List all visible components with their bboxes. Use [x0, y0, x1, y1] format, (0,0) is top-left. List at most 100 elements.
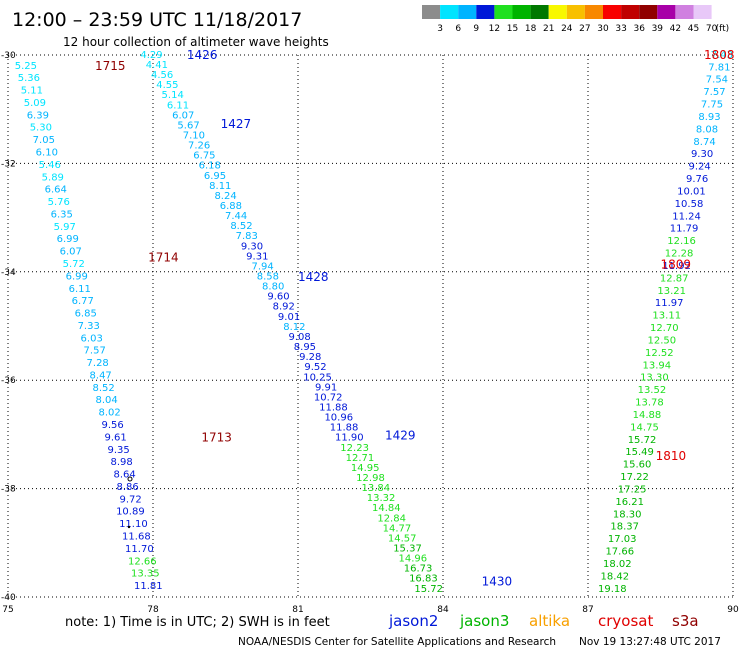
satellite-name-altika: altika	[529, 612, 570, 630]
legend-swatch	[584, 5, 603, 19]
wave-height-value: 12.84	[377, 513, 406, 524]
wave-height-value: 9.24	[688, 162, 710, 173]
wave-height-value: 11.92	[662, 261, 691, 272]
legend-swatch	[566, 5, 585, 19]
wave-height-value: 5.97	[54, 222, 76, 233]
legend-swatch	[603, 5, 622, 19]
wave-height-value: 13.84	[361, 483, 390, 494]
wave-height-value: 12.50	[647, 335, 676, 346]
wave-height-value: 11.70	[125, 544, 154, 555]
wave-height-value: 6.99	[66, 271, 88, 282]
wave-height-value: 9.60	[267, 292, 289, 303]
wave-height-value: 9.01	[278, 312, 300, 323]
satellite-name-s3a: s3a	[672, 612, 699, 630]
wave-height-value: 12.16	[667, 236, 696, 247]
wave-height-value: 4.29	[140, 50, 162, 61]
wave-height-value: 8.02	[99, 408, 121, 419]
longitude-tick-label: 75	[2, 605, 13, 615]
wave-height-value: 5.46	[39, 160, 61, 171]
legend-bin-label: 15	[507, 24, 518, 34]
latitude-tick-label: -30	[1, 51, 16, 61]
latitude-tick-label: -38	[1, 485, 16, 495]
legend-swatch	[675, 5, 694, 19]
wave-height-value: 8.12	[283, 322, 305, 333]
wave-height-value: 5.30	[30, 123, 52, 134]
wave-height-value: 9.91	[315, 382, 337, 393]
map-subtitle: 12 hour collection of altimeter wave hei…	[63, 35, 329, 49]
latitude-tick-label: -32	[1, 159, 16, 169]
wave-height-value: 11.79	[670, 224, 699, 235]
wave-height-value: 6.39	[27, 110, 49, 121]
wave-height-value: 8.95	[294, 342, 316, 353]
altimeter-tracks: 4.294.414.564.555.146.116.075.677.107.26…	[15, 50, 733, 595]
wave-height-value: 13.78	[635, 398, 664, 409]
wave-height-value: 5.76	[48, 197, 70, 208]
coastline-island-marker	[127, 476, 133, 482]
longitude-tick-label: 81	[292, 605, 303, 615]
wave-height-value: 11.68	[122, 532, 151, 543]
wave-height-value: 16.83	[409, 574, 438, 585]
wave-height-value: 17.25	[618, 484, 647, 495]
wave-height-value: 12.98	[356, 473, 385, 484]
legend-bin-label: 12	[489, 24, 500, 34]
wave-height-value: 17.66	[605, 547, 634, 558]
wave-height-value: 9.35	[107, 445, 129, 456]
pass-time-label: 1713	[201, 431, 232, 445]
legend-unit-label: (ft)	[716, 24, 730, 34]
legend-swatch	[512, 5, 531, 19]
wave-height-value: 13.52	[638, 385, 667, 396]
wave-height-value: 12.71	[346, 453, 375, 464]
wave-height-value: 14.95	[351, 463, 380, 474]
latitude-tick-label: -36	[1, 376, 16, 386]
wave-height-value: 9.52	[304, 362, 326, 373]
pass-time-label: 1810	[656, 449, 687, 463]
wave-height-value: 5.25	[15, 61, 37, 72]
wave-height-value: 15.49	[625, 447, 654, 458]
pass-time-label: 1430	[482, 575, 513, 589]
wave-height-value: 18.42	[600, 571, 629, 582]
satellite-name-cryosat: cryosat	[598, 612, 653, 630]
wave-height-value: 18.30	[613, 509, 642, 520]
wave-height-value: 12.66	[128, 556, 157, 567]
wave-height-value: 8.52	[230, 221, 252, 232]
wave-height-value: 9.61	[104, 432, 126, 443]
wave-height-value: 9.56	[102, 420, 124, 431]
wave-height-value: 4.55	[156, 80, 178, 91]
wave-height-value: 11.10	[119, 519, 148, 530]
wave-height-value: 5.72	[63, 259, 85, 270]
wave-height-value: 14.77	[383, 523, 412, 534]
wave-height-value: 15.72	[414, 584, 443, 595]
wave-height-value: 13.30	[640, 373, 669, 384]
wave-height-value: 10.01	[677, 186, 706, 197]
wave-height-value: 8.58	[257, 272, 279, 283]
wave-height-value: 4.41	[146, 60, 168, 71]
wave-height-value: 5.36	[18, 73, 40, 84]
wave-height-value: 8.92	[273, 302, 295, 313]
wave-height-value: 13.94	[643, 360, 672, 371]
wave-height-value: 8.52	[93, 383, 115, 394]
wave-height-value: 7.94	[251, 261, 273, 272]
coastline-island-marker	[127, 525, 131, 529]
wave-height-value: 7.54	[706, 75, 728, 86]
wave-height-value: 10.25	[303, 372, 332, 383]
wave-height-value: 7.10	[183, 131, 205, 142]
wave-height-value: 13.35	[131, 569, 160, 580]
wave-height-value: 7.05	[33, 135, 55, 146]
pass-time-label: 1426	[187, 48, 218, 62]
wave-height-value: 6.64	[45, 185, 67, 196]
wave-height-value: 6.07	[172, 110, 194, 121]
wave-height-value: 7.81	[708, 62, 730, 73]
wave-height-value: 7.83	[236, 231, 258, 242]
wave-height-value: 8.11	[209, 181, 231, 192]
wave-height-value: 9.76	[686, 174, 708, 185]
wave-height-value: 5.11	[21, 86, 43, 97]
legend-swatch	[476, 5, 495, 19]
legend-bin-label: 3	[437, 24, 443, 34]
wave-height-value: 19.18	[598, 584, 627, 595]
lat-lon-grid	[7, 54, 734, 598]
wave-height-value: 11.97	[655, 298, 684, 309]
wave-height-value: 15.37	[393, 543, 422, 554]
wave-height-value: 9.28	[299, 352, 321, 363]
legend-swatch	[440, 5, 459, 19]
